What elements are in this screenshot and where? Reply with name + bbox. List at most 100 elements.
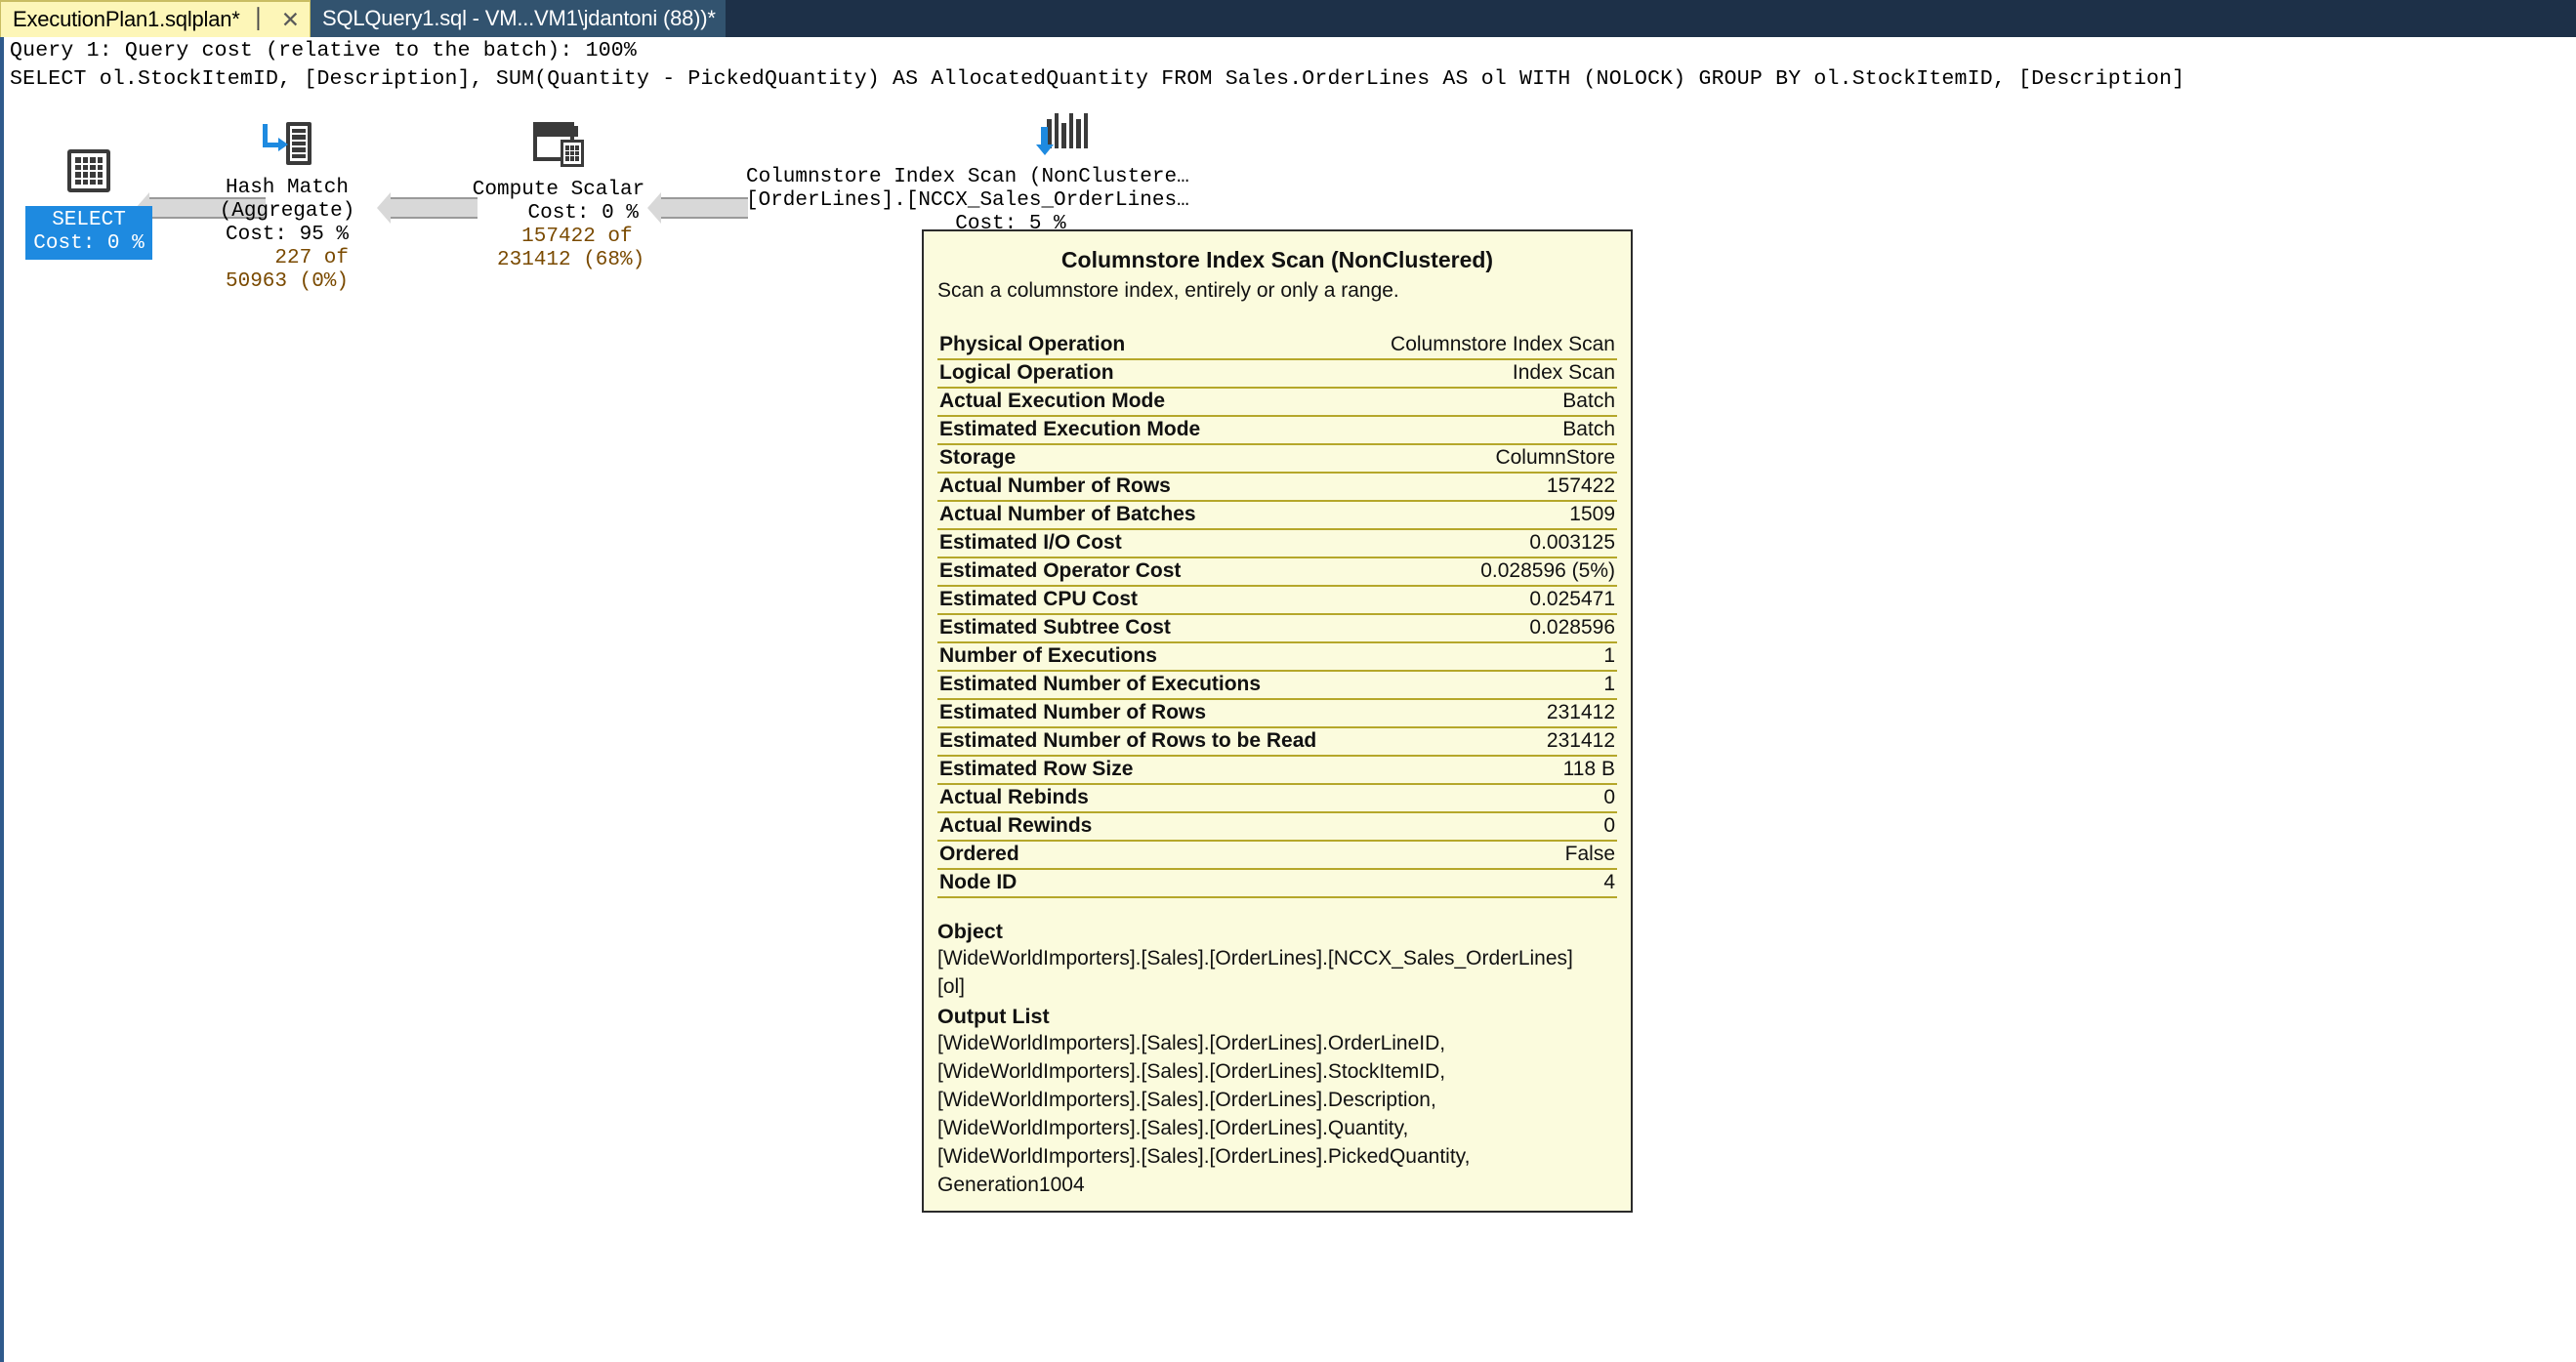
property-row: Estimated I/O Cost 0.003125: [937, 530, 1617, 558]
property-key: Estimated CPU Cost: [939, 588, 1139, 610]
property-value: 0.003125: [1529, 531, 1615, 554]
tab-sqlquery1[interactable]: SQLQuery1.sql - VM...VM1\jdantoni (88))*: [310, 0, 726, 37]
query-sql-line: SELECT ol.StockItemID, [Description], SU…: [10, 67, 2185, 91]
property-key: Estimated I/O Cost: [939, 531, 1122, 554]
property-row: Number of Executions 1: [937, 643, 1617, 672]
tooltip-description: Scan a columnstore index, entirely or on…: [937, 279, 1399, 302]
property-value: 0.028596: [1529, 616, 1615, 639]
compute-scalar-icon: [532, 122, 585, 175]
property-value: Index Scan: [1512, 361, 1615, 384]
tooltip-title: Columnstore Index Scan (NonClustered): [1060, 247, 1494, 272]
tooltip-object-line: [WideWorldImporters].[Sales].[OrderLines…: [937, 947, 1573, 970]
property-row: Actual Execution Mode Batch: [937, 389, 1617, 417]
property-key: Actual Number of Rows: [939, 475, 1171, 497]
property-row: Estimated CPU Cost 0.025471: [937, 587, 1617, 615]
tooltip-output-title: Output List: [937, 1005, 1050, 1028]
property-row: Actual Rewinds 0: [937, 813, 1617, 842]
property-key: Ordered: [939, 843, 1019, 865]
property-key: Actual Rewinds: [939, 814, 1093, 837]
plan-node-hash-match[interactable]: Hash Match (Aggregate) Cost: 95 % 227 of…: [189, 120, 385, 294]
plan-node-cost: Cost: 0 %: [478, 202, 639, 225]
tooltip-property-list: Physical Operation Columnstore Index Sca…: [937, 332, 1617, 898]
property-value: 4: [1603, 871, 1615, 893]
plan-node-cost: Cost: 95 %: [225, 224, 350, 246]
close-icon[interactable]: ✕: [280, 6, 300, 32]
editor-tab-strip: ExecutionPlan1.sqlplan* ⎢ ✕ SQLQuery1.sq…: [0, 0, 2576, 37]
plan-node-select-label: SELECT Cost: 0 %: [25, 206, 152, 260]
plan-node-label: Hash Match: [225, 177, 350, 199]
result-grid-icon: [62, 149, 115, 202]
property-value: 157422: [1546, 475, 1615, 497]
property-row: Node ID 4: [937, 870, 1617, 898]
property-key: Estimated Subtree Cost: [939, 616, 1171, 639]
property-key: Estimated Row Size: [939, 758, 1134, 780]
plan-node-select[interactable]: SELECT Cost: 0 %: [25, 144, 152, 260]
property-key: Node ID: [939, 871, 1018, 893]
tooltip-object-line: [ol]: [937, 975, 966, 998]
property-value: Batch: [1562, 390, 1615, 412]
property-key: Number of Executions: [939, 644, 1157, 667]
property-row: Estimated Execution Mode Batch: [937, 417, 1617, 445]
property-key: Estimated Execution Mode: [939, 418, 1201, 440]
property-value: False: [1564, 843, 1615, 865]
plan-node-rows-actual: 227 of: [225, 247, 350, 269]
plan-node-compute-scalar[interactable]: Compute Scalar Cost: 0 % 157422 of 23141…: [471, 120, 646, 272]
property-value: 1: [1603, 644, 1615, 667]
connector-columnstore-to-compute: [646, 191, 748, 225]
tab-label: ExecutionPlan1.sqlplan*: [13, 7, 240, 31]
execution-plan-canvas[interactable]: SELECT Cost: 0 % Hash Match (Aggregate) …: [0, 96, 2576, 1362]
property-row: Actual Number of Rows 157422: [937, 474, 1617, 502]
property-row: Physical Operation Columnstore Index Sca…: [937, 332, 1617, 360]
property-value: 0.028596 (5%): [1480, 559, 1615, 582]
property-value: 118 B: [1562, 758, 1615, 780]
property-row: Logical Operation Index Scan: [937, 360, 1617, 389]
property-row: Ordered False: [937, 842, 1617, 870]
property-row: Actual Number of Batches 1509: [937, 502, 1617, 530]
property-row: Estimated Number of Rows to be Read 2314…: [937, 728, 1617, 757]
plan-node-sublabel: (Aggregate): [219, 200, 355, 223]
columnstore-scan-icon: [746, 113, 1195, 166]
property-row: Storage ColumnStore: [937, 445, 1617, 474]
property-key: Storage: [939, 446, 1017, 469]
connector-compute-to-hashmatch: [376, 191, 478, 225]
property-key: Actual Execution Mode: [939, 390, 1166, 412]
tooltip-output-line: [WideWorldImporters].[Sales].[OrderLines…: [937, 1117, 1409, 1139]
property-key: Actual Rebinds: [939, 786, 1089, 808]
property-row: Actual Rebinds 0: [937, 785, 1617, 813]
property-row: Estimated Number of Executions 1: [937, 672, 1617, 700]
query-cost-line: Query 1: Query cost (relative to the bat…: [10, 39, 638, 62]
property-key: Physical Operation: [939, 333, 1126, 355]
property-row: Estimated Operator Cost 0.028596 (5%): [937, 558, 1617, 587]
property-value: 1: [1603, 673, 1615, 695]
hash-match-icon: [261, 120, 313, 173]
property-key: Estimated Operator Cost: [939, 559, 1182, 582]
plan-node-rows-estimated: 231412 (68%): [472, 249, 645, 271]
tooltip-output-line: [WideWorldImporters].[Sales].[OrderLines…: [937, 1145, 1471, 1168]
property-value: 231412: [1546, 701, 1615, 723]
operator-tooltip: Columnstore Index Scan (NonClustered) Sc…: [922, 229, 1633, 1213]
plan-node-label: Columnstore Index Scan (NonClustere…: [746, 166, 1189, 188]
property-row: Estimated Number of Rows 231412: [937, 700, 1617, 728]
property-key: Estimated Number of Executions: [939, 673, 1262, 695]
property-value: 0.025471: [1529, 588, 1615, 610]
property-row: Estimated Subtree Cost 0.028596: [937, 615, 1617, 643]
property-value: Batch: [1562, 418, 1615, 440]
tab-label: SQLQuery1.sql - VM...VM1\jdantoni (88))*: [321, 6, 716, 30]
tooltip-output-line: [WideWorldImporters].[Sales].[OrderLines…: [937, 1060, 1446, 1083]
property-value: 1509: [1569, 503, 1615, 525]
property-row: Estimated Row Size 118 B: [937, 757, 1617, 785]
plan-node-rows-actual: 157422 of: [484, 226, 633, 248]
property-value: 0: [1603, 786, 1615, 808]
plan-node-object: [OrderLines].[NCCX_Sales_OrderLines…: [746, 189, 1189, 212]
property-value: ColumnStore: [1495, 446, 1615, 469]
tooltip-output-line: [WideWorldImporters].[Sales].[OrderLines…: [937, 1089, 1436, 1111]
tooltip-output-line: [WideWorldImporters].[Sales].[OrderLines…: [937, 1032, 1446, 1054]
tooltip-output-line: Generation1004: [937, 1174, 1085, 1196]
tab-executionplan1[interactable]: ExecutionPlan1.sqlplan* ⎢ ✕: [0, 0, 311, 37]
property-key: Estimated Number of Rows: [939, 701, 1207, 723]
pin-icon[interactable]: ⎢: [255, 9, 266, 30]
plan-node-label: Compute Scalar: [472, 179, 645, 201]
plan-node-rows-estimated: 50963 (0%): [225, 270, 350, 293]
property-key: Estimated Number of Rows to be Read: [939, 729, 1317, 752]
property-value: 0: [1603, 814, 1615, 837]
